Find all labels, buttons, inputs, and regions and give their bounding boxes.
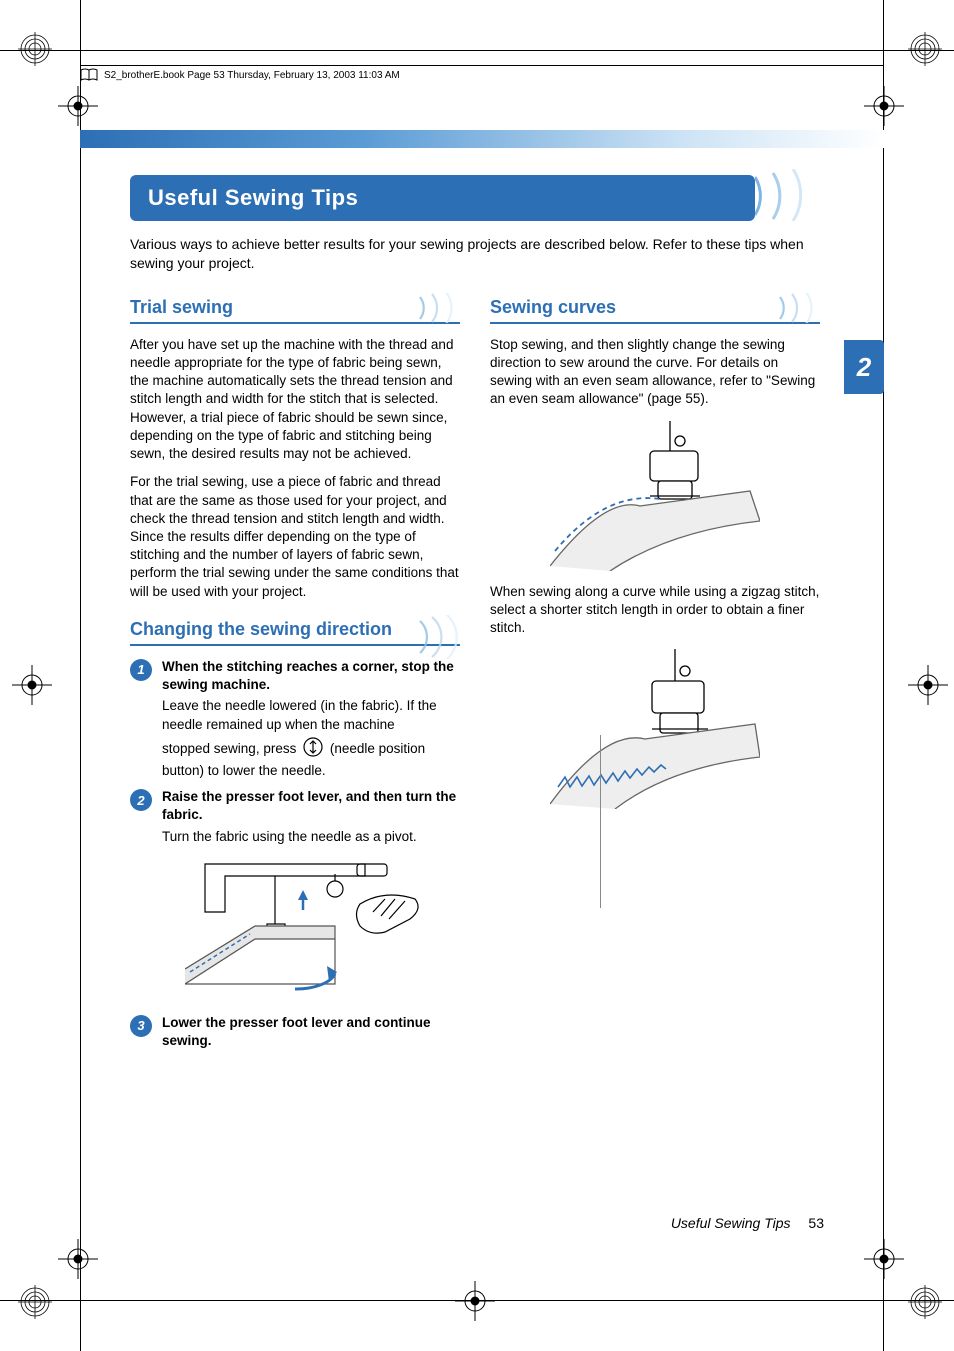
needle-position-button-icon bbox=[303, 737, 323, 762]
step-1-detail-a: Leave the needle lowered (in the fabric)… bbox=[162, 697, 460, 733]
step-2-title: Raise the presser foot lever, and then t… bbox=[162, 788, 460, 824]
crosshair-icon bbox=[864, 1239, 904, 1279]
crosshair-icon bbox=[58, 86, 98, 126]
subheading-changing-direction: Changing the sewing direction bbox=[130, 619, 460, 646]
book-icon bbox=[80, 68, 98, 82]
decorative-gradient-bar bbox=[80, 130, 884, 148]
figure-curve-straight-stitch bbox=[490, 421, 820, 571]
crosshair-icon bbox=[455, 1281, 495, 1321]
trial-paragraph-2: For the trial sewing, use a piece of fab… bbox=[130, 473, 460, 601]
reg-mark-icon bbox=[18, 1285, 52, 1319]
step-number-badge: 3 bbox=[130, 1015, 152, 1037]
intro-paragraph: Various ways to achieve better results f… bbox=[130, 235, 810, 273]
header-text: S2_brotherE.book Page 53 Thursday, Febru… bbox=[104, 70, 400, 81]
ripple-decoration-icon bbox=[778, 293, 822, 323]
reg-mark-icon bbox=[908, 1285, 942, 1319]
curves-paragraph-1: Stop sewing, and then slightly change th… bbox=[490, 336, 820, 409]
reg-mark-icon bbox=[908, 32, 942, 66]
step-number-badge: 1 bbox=[130, 659, 152, 681]
step-2: 2 Raise the presser foot lever, and then… bbox=[130, 788, 460, 846]
reg-mark-icon bbox=[18, 32, 52, 66]
subheading-sewing-curves: Sewing curves bbox=[490, 297, 820, 324]
crosshair-icon bbox=[58, 1239, 98, 1279]
footer-section-title: Useful Sewing Tips bbox=[671, 1215, 791, 1231]
step-number-badge: 2 bbox=[130, 789, 152, 811]
crosshair-icon bbox=[12, 665, 52, 705]
crosshair-icon bbox=[864, 86, 904, 126]
trial-paragraph-1: After you have set up the machine with t… bbox=[130, 336, 460, 464]
ripple-decoration-icon bbox=[418, 615, 462, 659]
step-3-title: Lower the presser foot lever and continu… bbox=[162, 1014, 460, 1050]
step-2-detail: Turn the fabric using the needle as a pi… bbox=[162, 828, 460, 846]
crosshair-icon bbox=[908, 665, 948, 705]
column-divider bbox=[600, 735, 601, 908]
step-1: 1 When the stitching reaches a corner, s… bbox=[130, 658, 460, 780]
figure-turn-fabric bbox=[160, 854, 460, 1004]
footer-page-number: 53 bbox=[808, 1215, 824, 1231]
ripple-decoration-icon bbox=[418, 293, 462, 323]
main-title: Useful Sewing Tips bbox=[130, 175, 755, 221]
curves-paragraph-2: When sewing along a curve while using a … bbox=[490, 583, 820, 638]
step-1-detail-b: stopped sewing, press (needle position b… bbox=[162, 737, 460, 780]
print-header: S2_brotherE.book Page 53 Thursday, Febru… bbox=[80, 65, 884, 82]
page-footer: Useful Sewing Tips 53 bbox=[671, 1215, 824, 1231]
chapter-tab: 2 bbox=[844, 340, 884, 394]
figure-curve-zigzag-stitch bbox=[490, 649, 820, 809]
ripple-decoration-icon bbox=[755, 169, 845, 221]
step-3: 3 Lower the presser foot lever and conti… bbox=[130, 1014, 460, 1050]
step-1-title: When the stitching reaches a corner, sto… bbox=[162, 658, 460, 694]
subheading-trial-sewing: Trial sewing bbox=[130, 297, 460, 324]
